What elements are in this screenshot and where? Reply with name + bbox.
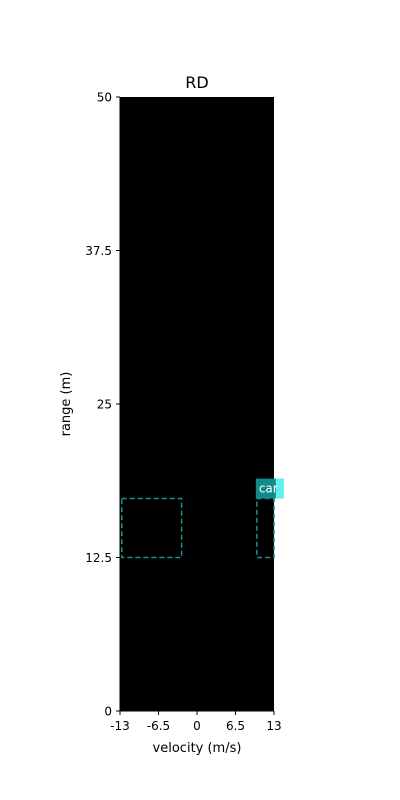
y-tick-label: 0 — [104, 705, 112, 719]
x-tick-label: -6.5 — [147, 719, 170, 733]
x-tick-label: 13 — [266, 719, 281, 733]
heatmap-area — [120, 97, 274, 711]
x-axis-label: velocity (m/s) — [153, 741, 242, 756]
y-tick-label: 25 — [97, 398, 112, 412]
chart-title: RD — [185, 73, 208, 92]
x-tick-label: 6.5 — [226, 719, 245, 733]
x-axis: -13 -6.5 0 6.5 13 — [110, 710, 282, 733]
y-axis: 0 12.5 25 37.5 50 — [85, 91, 121, 719]
detection-box — [121, 497, 183, 559]
y-tick-label: 37.5 — [85, 244, 112, 258]
y-tick-label: 50 — [97, 91, 112, 105]
x-tick-label: -13 — [110, 719, 130, 733]
detection-label: car — [259, 482, 278, 496]
y-tick-label: 12.5 — [85, 551, 112, 565]
y-axis-label: range (m) — [59, 372, 74, 437]
detection-layer: car — [121, 478, 284, 559]
x-tick-label: 0 — [193, 719, 201, 733]
detection-label-tail — [275, 478, 284, 499]
detection-label-bg — [255, 478, 276, 499]
